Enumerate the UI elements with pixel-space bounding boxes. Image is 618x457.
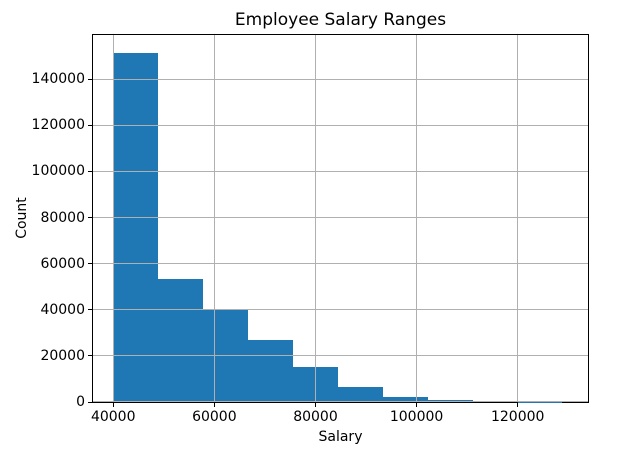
- histogram-bar: [247, 339, 293, 402]
- histogram-bar: [113, 52, 159, 402]
- plot-area: [92, 34, 589, 403]
- histogram-bar: [382, 397, 428, 402]
- y-tick-label: 140000: [31, 71, 85, 88]
- histogram-bar: [203, 308, 248, 402]
- x-gridline: [517, 35, 519, 402]
- x-tick-label: 40000: [90, 409, 136, 425]
- x-tick-mark: [517, 403, 519, 407]
- y-tick-label: 20000: [40, 347, 85, 364]
- x-tick-mark: [213, 403, 215, 407]
- y-gridline: [93, 217, 588, 219]
- x-tick-mark: [314, 403, 316, 407]
- y-tick-mark: [88, 124, 92, 126]
- y-tick-label: 0: [76, 394, 85, 410]
- histogram-bar: [158, 278, 204, 402]
- y-tick-label: 40000: [40, 301, 85, 318]
- x-tick-label: 120000: [490, 409, 545, 425]
- y-gridline: [93, 309, 588, 311]
- y-tick-mark: [88, 401, 92, 403]
- y-gridline: [93, 401, 588, 402]
- y-tick-mark: [88, 170, 92, 172]
- x-gridline: [314, 35, 316, 402]
- y-gridline: [93, 124, 588, 126]
- y-tick-mark: [88, 355, 92, 357]
- y-gridline: [93, 78, 588, 80]
- x-gridline: [112, 35, 114, 402]
- y-tick-label: 80000: [40, 209, 85, 226]
- histogram-bar: [427, 399, 473, 402]
- x-tick-label: 100000: [389, 409, 444, 425]
- y-tick-mark: [88, 78, 92, 80]
- x-tick-label: 80000: [293, 409, 338, 425]
- chart-title: Employee Salary Ranges: [234, 10, 447, 30]
- y-tick-label: 100000: [31, 163, 85, 180]
- histogram-bar: [337, 387, 383, 402]
- x-gridline: [416, 35, 418, 402]
- y-tick-mark: [88, 217, 92, 219]
- y-tick-mark: [88, 309, 92, 311]
- x-tick-mark: [416, 403, 418, 407]
- y-tick-mark: [88, 263, 92, 265]
- x-axis-label: Salary: [318, 429, 363, 445]
- y-gridline: [93, 263, 588, 265]
- x-tick-mark: [112, 403, 114, 407]
- y-gridline: [93, 170, 588, 172]
- y-tick-label: 60000: [40, 255, 85, 272]
- grid-layer: [93, 35, 588, 402]
- x-tick-label: 60000: [192, 409, 237, 425]
- y-gridline: [93, 355, 588, 357]
- y-tick-label: 120000: [31, 117, 85, 134]
- x-gridline: [213, 35, 215, 402]
